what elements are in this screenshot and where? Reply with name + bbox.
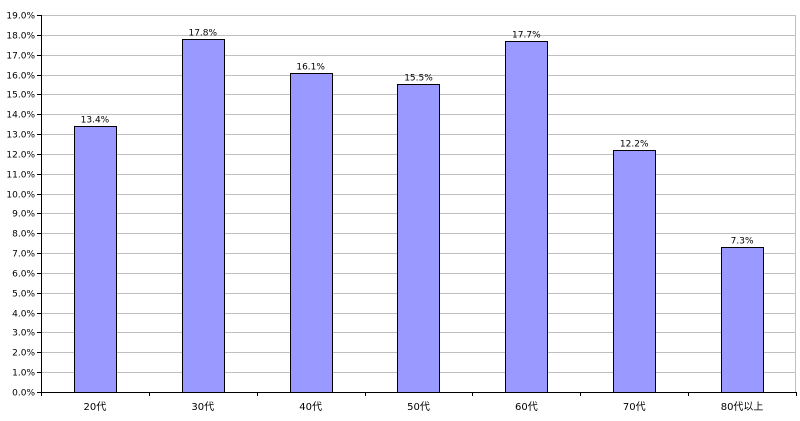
- bar: [397, 84, 440, 393]
- data-label: 7.3%: [731, 237, 754, 247]
- x-category-label: 70代: [623, 401, 646, 413]
- y-tick-label: 4.0%: [12, 310, 35, 320]
- x-category-label: 80代以上: [721, 401, 764, 413]
- data-label: 17.7%: [512, 31, 541, 41]
- y-tick-label: 9.0%: [12, 210, 35, 220]
- y-tick-label: 6.0%: [12, 270, 35, 280]
- bar: [505, 41, 548, 393]
- data-label: 15.5%: [404, 74, 433, 84]
- y-tick-label: 3.0%: [12, 329, 35, 339]
- y-tick-label: 10.0%: [6, 191, 35, 201]
- x-axis-categories: 20代 30代 40代 50代 60代 70代 80代以上: [84, 401, 764, 413]
- bar: [290, 73, 333, 393]
- y-tick-label: 8.0%: [12, 230, 35, 240]
- x-category-label: 40代: [299, 401, 322, 413]
- bar: [721, 247, 764, 393]
- y-axis-ticks: 0.0% 1.0% 2.0% 3.0% 4.0% 5.0% 6.0% 7.0% 8.0% 9.0%…: [6, 12, 35, 399]
- x-category-label: 30代: [191, 401, 214, 413]
- y-tick-label: 13.0%: [6, 131, 35, 141]
- y-tick-label: 19.0%: [6, 12, 35, 22]
- data-label: 13.4%: [81, 116, 110, 126]
- y-tick-label: 0.0%: [12, 389, 35, 399]
- y-tick-label: 12.0%: [6, 151, 35, 161]
- y-tick-label: 15.0%: [6, 91, 35, 101]
- axes: [37, 15, 797, 396]
- bar: [613, 150, 656, 393]
- bar: [182, 39, 225, 393]
- x-category-label: 50代: [407, 401, 430, 413]
- y-tick-label: 1.0%: [12, 369, 35, 379]
- y-tick-label: 2.0%: [12, 349, 35, 359]
- data-label: 12.2%: [620, 140, 649, 150]
- x-category-label: 60代: [515, 401, 538, 413]
- y-tick-label: 11.0%: [6, 171, 35, 181]
- data-labels: 13.4% 17.8% 16.1% 15.5% 17.7% 12.2% 7.3%: [81, 29, 754, 247]
- data-label: 17.8%: [188, 29, 217, 39]
- x-category-label: 20代: [84, 401, 107, 413]
- y-tick-label: 14.0%: [6, 111, 35, 121]
- y-tick-label: 5.0%: [12, 290, 35, 300]
- y-tick-label: 17.0%: [6, 52, 35, 62]
- y-tick-label: 7.0%: [12, 250, 35, 260]
- y-tick-label: 18.0%: [6, 32, 35, 42]
- y-tick-label: 16.0%: [6, 72, 35, 82]
- bars: [74, 39, 764, 393]
- bar: [74, 126, 117, 393]
- data-label: 16.1%: [296, 63, 325, 73]
